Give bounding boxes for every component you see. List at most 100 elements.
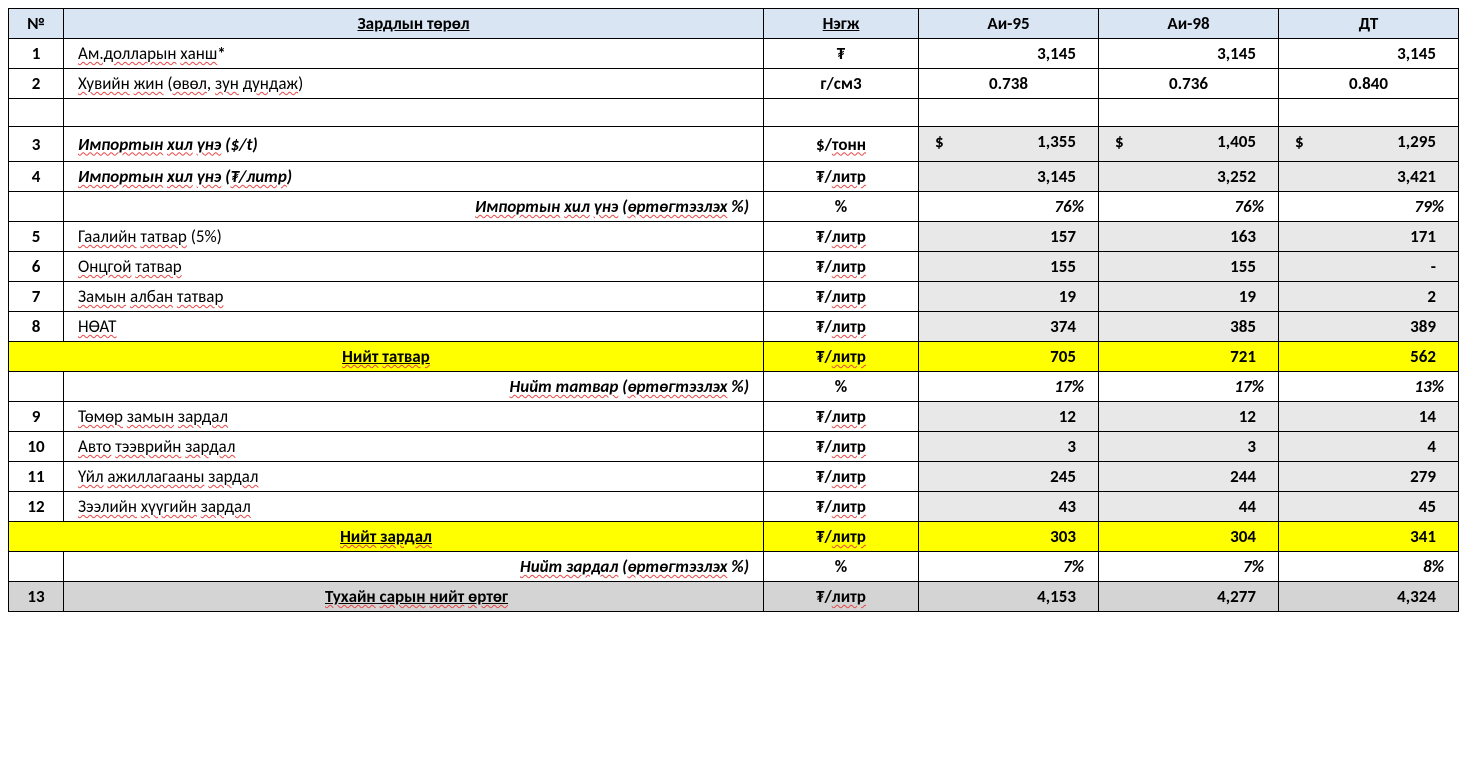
row-number: 6 xyxy=(9,252,64,282)
table-row: 2Хувийн жин (өвөл, зун дундаж)г/см30.738… xyxy=(9,69,1459,99)
table-row: 7Замын албан татвар₮/литр19192 xyxy=(9,282,1459,312)
table-row: 1Ам.долларын ханш*₮3,1453,1453,145 xyxy=(9,39,1459,69)
header-cell-3: Аи-95 xyxy=(919,9,1099,39)
row-number: 3 xyxy=(9,127,64,162)
table-row: 12Зээлийн хүүгийн зардал₮/литр434445 xyxy=(9,492,1459,522)
row-value: $1,405 xyxy=(1099,127,1279,162)
row-unit: % xyxy=(764,372,919,402)
row-value: 155 xyxy=(919,252,1099,282)
row-label: Хувийн жин (өвөл, зун дундаж) xyxy=(64,69,764,99)
subtotal-unit: ₮/литр xyxy=(764,342,919,372)
row-value: 3,145 xyxy=(1279,39,1459,69)
row-label: Тухайн сарын нийт өртөг xyxy=(64,582,764,612)
row-unit: ₮/литр xyxy=(764,162,919,192)
row-label: Авто тээврийн зардал xyxy=(64,432,764,462)
row-value: - xyxy=(1279,252,1459,282)
row-value: 43 xyxy=(919,492,1099,522)
row-value: 7% xyxy=(1099,552,1279,582)
row-label: Нийт зардал (өртөгтэзлэх %) xyxy=(64,552,764,582)
row-label: Ам.долларын ханш* xyxy=(64,39,764,69)
row-value: 76% xyxy=(919,192,1099,222)
row-value: 389 xyxy=(1279,312,1459,342)
table-row: 5Гаалийн татвар (5%)₮/литр157163171 xyxy=(9,222,1459,252)
row-value: 13% xyxy=(1279,372,1459,402)
row-value: 17% xyxy=(919,372,1099,402)
table-row: 11Үйл ажиллагааны зардал₮/литр245244279 xyxy=(9,462,1459,492)
row-unit: % xyxy=(764,192,919,222)
header-cell-0: № xyxy=(9,9,64,39)
row-value: 19 xyxy=(919,282,1099,312)
subtotal-value: 341 xyxy=(1279,522,1459,552)
row-unit: ₮ xyxy=(764,39,919,69)
row-label: Үйл ажиллагааны зардал xyxy=(64,462,764,492)
row-unit: ₮/литр xyxy=(764,222,919,252)
row-value: 3,145 xyxy=(1099,39,1279,69)
row-value: 3,145 xyxy=(919,39,1099,69)
row-value: 3,252 xyxy=(1099,162,1279,192)
header-row: №Зардлын төрөлНэгжАи-95Аи-98ДТ xyxy=(9,9,1459,39)
row-value: 79% xyxy=(1279,192,1459,222)
row-value: 3 xyxy=(919,432,1099,462)
row-value: 76% xyxy=(1099,192,1279,222)
row-unit: ₮/литр xyxy=(764,492,919,522)
row-label: Замын албан татвар xyxy=(64,282,764,312)
header-cell-2: Нэгж xyxy=(764,9,919,39)
subtotal-value: 721 xyxy=(1099,342,1279,372)
row-label: Зээлийн хүүгийн зардал xyxy=(64,492,764,522)
row-label: Онцгой татвар xyxy=(64,252,764,282)
subtotal-value: 304 xyxy=(1099,522,1279,552)
row-number xyxy=(9,192,64,222)
row-value: 4 xyxy=(1279,432,1459,462)
row-value: 8% xyxy=(1279,552,1459,582)
row-unit: ₮/литр xyxy=(764,582,919,612)
row-label: НӨАТ xyxy=(64,312,764,342)
row-value: 155 xyxy=(1099,252,1279,282)
row-label: Импортын хил үнэ ($/t) xyxy=(64,127,764,162)
row-value: 245 xyxy=(919,462,1099,492)
table-row: 6Онцгой татвар₮/литр155155- xyxy=(9,252,1459,282)
row-value: 12 xyxy=(919,402,1099,432)
row-number: 9 xyxy=(9,402,64,432)
table-row xyxy=(9,99,1459,127)
row-number: 7 xyxy=(9,282,64,312)
row-value: 0.736 xyxy=(1099,69,1279,99)
row-value: 19 xyxy=(1099,282,1279,312)
table-row: 10Авто тээврийн зардал₮/литр334 xyxy=(9,432,1459,462)
table-body: 1Ам.долларын ханш*₮3,1453,1453,1452Хувий… xyxy=(9,39,1459,612)
subtotal-label: Нийт татвар xyxy=(9,342,764,372)
row-unit: ₮/литр xyxy=(764,402,919,432)
row-value: 12 xyxy=(1099,402,1279,432)
row-value: 4,277 xyxy=(1099,582,1279,612)
row-value: 44 xyxy=(1099,492,1279,522)
subtotal-value: 562 xyxy=(1279,342,1459,372)
row-number xyxy=(9,552,64,582)
row-value: 4,324 xyxy=(1279,582,1459,612)
row-unit: ₮/литр xyxy=(764,462,919,492)
subtotal-unit: ₮/литр xyxy=(764,522,919,552)
table-row: 13Тухайн сарын нийт өртөг₮/литр4,1534,27… xyxy=(9,582,1459,612)
row-value: 45 xyxy=(1279,492,1459,522)
row-number: 8 xyxy=(9,312,64,342)
table-row: 9Төмөр замын зардал₮/литр121214 xyxy=(9,402,1459,432)
table-row: Импортын хил үнэ (өртөгтэзлэх %)%76%76%7… xyxy=(9,192,1459,222)
row-value: 3 xyxy=(1099,432,1279,462)
row-number: 12 xyxy=(9,492,64,522)
row-unit: г/см3 xyxy=(764,69,919,99)
header-cell-4: Аи-98 xyxy=(1099,9,1279,39)
table-row: 4Импортын хил үнэ (₮/литр)₮/литр3,1453,2… xyxy=(9,162,1459,192)
subtotal-label: Нийт зардал xyxy=(9,522,764,552)
table-row: Нийт зардал₮/литр303304341 xyxy=(9,522,1459,552)
row-number: 1 xyxy=(9,39,64,69)
row-value: 17% xyxy=(1099,372,1279,402)
row-label: Төмөр замын зардал xyxy=(64,402,764,432)
row-unit: % xyxy=(764,552,919,582)
table-row: 8НӨАТ₮/литр374385389 xyxy=(9,312,1459,342)
row-value: 3,145 xyxy=(919,162,1099,192)
cost-breakdown-table: №Зардлын төрөлНэгжАи-95Аи-98ДТ 1Ам.долла… xyxy=(8,8,1459,612)
row-number: 11 xyxy=(9,462,64,492)
row-label: Импортын хил үнэ (өртөгтэзлэх %) xyxy=(64,192,764,222)
row-label: Гаалийн татвар (5%) xyxy=(64,222,764,252)
row-unit: $/тонн xyxy=(764,127,919,162)
row-number: 4 xyxy=(9,162,64,192)
row-value: 2 xyxy=(1279,282,1459,312)
